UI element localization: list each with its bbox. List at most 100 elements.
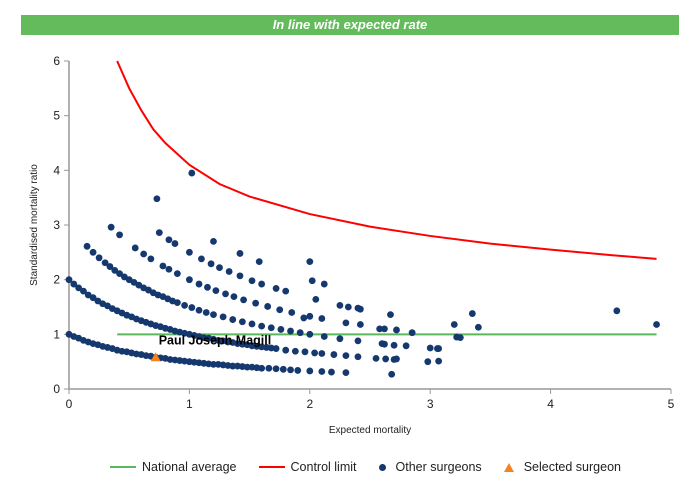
other-surgeon-point [393, 355, 400, 363]
other-surgeon-point [188, 304, 196, 311]
x-tick-label: 1 [186, 397, 193, 411]
other-surgeon-point [258, 280, 266, 288]
other-surgeon-point [381, 340, 388, 348]
other-surgeon-point [116, 270, 123, 278]
other-surgeon-point [210, 238, 217, 245]
other-surgeon-point [312, 295, 320, 303]
y-tick-label: 4 [53, 163, 60, 177]
other-surgeon-point [229, 316, 237, 323]
y-tick-label: 1 [53, 327, 60, 341]
other-surgeon-point [258, 322, 266, 330]
selected-surgeon-label: Paul Joseph Magill [159, 333, 272, 347]
other-surgeon-point [236, 272, 244, 280]
selected-surgeon-marker [150, 352, 161, 362]
other-surgeon-point [320, 280, 328, 288]
other-surgeon-point [330, 351, 338, 358]
other-surgeon-point [287, 327, 294, 335]
other-surgeon-point [402, 342, 410, 350]
x-tick-label: 5 [668, 397, 675, 411]
other-surgeon-point [318, 368, 326, 375]
other-surgeon-point [387, 311, 394, 319]
other-surgeon-point [173, 270, 181, 278]
other-surgeon-point [195, 280, 203, 288]
other-surgeon-point [306, 367, 314, 375]
other-surgeon-point [153, 195, 161, 203]
other-surgeon-point [393, 326, 400, 334]
other-surgeon-point [248, 320, 256, 328]
other-surgeon-point [107, 223, 115, 231]
other-surgeon-point [258, 364, 266, 372]
other-surgeon-point [216, 264, 223, 272]
y-tick-label: 6 [53, 54, 60, 68]
other-surgeon-point [159, 262, 167, 270]
legend-label: Selected surgeon [523, 460, 621, 474]
other-surgeon-point [282, 346, 290, 354]
other-surgeon-point [308, 277, 316, 285]
other-surgeon-point [296, 329, 304, 337]
other-surgeon-point [210, 361, 217, 368]
other-surgeon-point [450, 321, 458, 328]
other-surgeon-point [453, 333, 461, 341]
other-surgeon-point [468, 310, 476, 317]
legend-national-average: National average [110, 460, 237, 474]
other-surgeon-point [243, 363, 251, 371]
y-tick-label: 0 [53, 382, 60, 396]
other-surgeon-point [294, 367, 302, 374]
other-surgeon-point [265, 364, 273, 372]
other-surgeon-point [70, 280, 78, 288]
other-surgeon-point [282, 287, 290, 295]
other-surgeon-point [212, 287, 220, 294]
other-surgeon-point [287, 366, 294, 374]
other-surgeon-point [318, 350, 326, 357]
legend-control-limit: Control limit [258, 460, 357, 474]
other-surgeon-point [354, 353, 362, 361]
other-surgeon-point [424, 358, 432, 366]
other-surgeon-point [222, 290, 229, 298]
other-surgeon-point [279, 365, 287, 373]
other-surgeon-point [264, 303, 272, 310]
other-surgeon-point [207, 260, 215, 268]
x-tick-label: 4 [547, 397, 554, 411]
other-surgeon-point [65, 276, 73, 284]
other-surgeon-point [306, 312, 314, 320]
other-surgeon-point [198, 255, 205, 263]
other-surgeon-point [390, 341, 398, 349]
other-surgeon-point [75, 284, 83, 292]
other-surgeon-point [248, 277, 256, 285]
other-surgeon-point [408, 329, 416, 337]
other-surgeon-point [306, 258, 314, 266]
other-surgeon-point [195, 306, 203, 314]
other-surgeon-point [426, 344, 434, 352]
other-surgeon-point [354, 304, 362, 312]
other-surgeon-point [95, 254, 103, 262]
other-surgeon-point [311, 349, 319, 357]
legend-label: National average [142, 460, 237, 474]
y-tick-label: 3 [53, 218, 60, 232]
other-surgeon-point [165, 265, 173, 273]
other-surgeon-point [230, 293, 238, 301]
other-surgeon-point [336, 335, 344, 343]
other-surgeon-point [173, 299, 181, 307]
dot-swatch [378, 463, 386, 471]
other-surgeon-point [202, 309, 210, 316]
other-surgeon-point [272, 285, 280, 292]
x-tick-label: 2 [306, 397, 313, 411]
other-surgeon-point [101, 259, 109, 267]
other-surgeon-point [320, 333, 328, 340]
other-surgeon-point [116, 231, 123, 239]
other-surgeon-point [613, 307, 621, 315]
legend: National average Control limit Other sur… [110, 460, 643, 474]
other-surgeon-point [229, 362, 237, 370]
other-surgeon-point [277, 326, 285, 333]
other-surgeon-point [255, 258, 263, 266]
other-surgeon-point [186, 248, 193, 256]
other-surgeon-point [474, 323, 482, 331]
other-surgeon-point [381, 325, 388, 333]
other-surgeon-point [276, 306, 284, 314]
other-surgeon-point [342, 369, 350, 376]
other-surgeon-point [382, 355, 390, 363]
other-surgeon-point [356, 321, 364, 328]
other-surgeon-point [89, 294, 97, 302]
other-surgeon-point [291, 347, 299, 355]
